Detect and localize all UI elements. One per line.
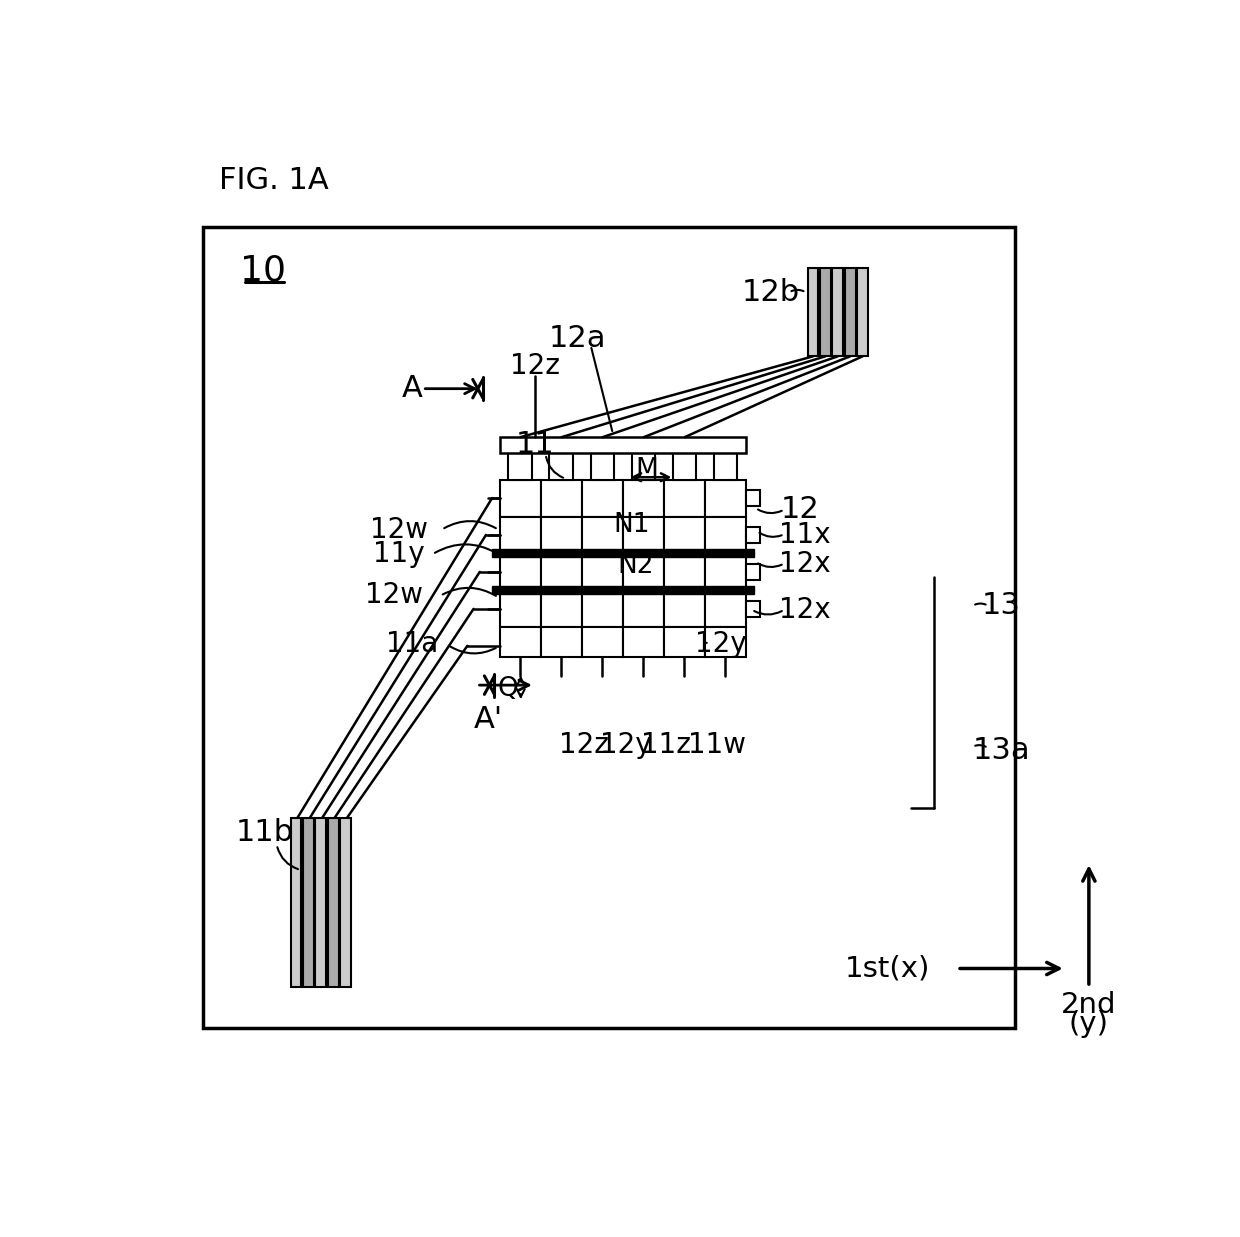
Text: 11x: 11x bbox=[779, 521, 831, 549]
Text: (y): (y) bbox=[1069, 1009, 1109, 1038]
Text: 12w: 12w bbox=[370, 516, 428, 543]
Bar bbox=[624, 590, 665, 627]
Text: 12b: 12b bbox=[742, 278, 800, 307]
Bar bbox=[590, 453, 614, 480]
Bar bbox=[746, 527, 760, 543]
Text: Q: Q bbox=[497, 675, 518, 701]
Bar bbox=[665, 480, 706, 517]
Bar bbox=[706, 590, 746, 627]
Bar bbox=[541, 553, 582, 590]
Bar bbox=[303, 818, 314, 987]
Bar bbox=[500, 590, 541, 627]
Text: 13a: 13a bbox=[972, 736, 1030, 764]
Bar bbox=[340, 818, 351, 987]
Text: 11: 11 bbox=[516, 430, 554, 459]
Bar bbox=[746, 564, 760, 580]
Text: 11z: 11z bbox=[641, 731, 692, 760]
Bar bbox=[624, 517, 665, 553]
Bar bbox=[500, 437, 746, 453]
Text: 11y: 11y bbox=[373, 541, 425, 568]
Text: A: A bbox=[402, 374, 423, 403]
Bar bbox=[706, 553, 746, 590]
Text: 10: 10 bbox=[241, 254, 286, 288]
Text: A': A' bbox=[474, 705, 502, 734]
Bar bbox=[706, 480, 746, 517]
Bar bbox=[582, 517, 624, 553]
Bar bbox=[857, 267, 868, 356]
Bar bbox=[665, 590, 706, 627]
Bar bbox=[807, 267, 818, 356]
Text: 2nd: 2nd bbox=[1061, 991, 1117, 1019]
Bar bbox=[582, 627, 624, 657]
Bar bbox=[582, 553, 624, 590]
Text: 11a: 11a bbox=[386, 631, 439, 658]
Text: 11w: 11w bbox=[688, 731, 746, 760]
Bar bbox=[500, 517, 541, 553]
Bar bbox=[746, 601, 760, 616]
Text: 12x: 12x bbox=[779, 550, 831, 578]
Text: 12a: 12a bbox=[548, 324, 606, 353]
Text: N2: N2 bbox=[618, 553, 653, 579]
Text: FIG. 1A: FIG. 1A bbox=[218, 166, 329, 195]
Bar bbox=[582, 590, 624, 627]
Bar bbox=[541, 590, 582, 627]
Text: 12x: 12x bbox=[779, 596, 831, 625]
Bar bbox=[541, 480, 582, 517]
Bar bbox=[706, 517, 746, 553]
Bar bbox=[631, 453, 655, 480]
Bar bbox=[203, 226, 1016, 1028]
Bar bbox=[665, 517, 706, 553]
Text: 13: 13 bbox=[982, 591, 1021, 620]
Bar bbox=[706, 627, 746, 657]
Text: 12: 12 bbox=[780, 495, 820, 524]
Bar bbox=[714, 453, 737, 480]
Bar bbox=[746, 490, 760, 506]
Text: 1st(x): 1st(x) bbox=[844, 955, 930, 982]
Bar bbox=[315, 818, 326, 987]
Bar bbox=[492, 586, 754, 594]
Bar bbox=[624, 480, 665, 517]
Text: N1: N1 bbox=[614, 512, 650, 538]
Text: M: M bbox=[636, 456, 658, 482]
Bar bbox=[500, 480, 541, 517]
Bar bbox=[832, 267, 843, 356]
Bar bbox=[508, 453, 532, 480]
Bar bbox=[492, 549, 754, 557]
Bar bbox=[672, 453, 696, 480]
Bar bbox=[500, 553, 541, 590]
Bar bbox=[582, 480, 624, 517]
Text: 12y: 12y bbox=[694, 631, 746, 658]
Text: 11b: 11b bbox=[236, 819, 294, 847]
Text: 12y: 12y bbox=[600, 731, 651, 760]
Bar bbox=[665, 627, 706, 657]
Bar bbox=[549, 453, 573, 480]
Bar bbox=[541, 627, 582, 657]
Bar bbox=[665, 553, 706, 590]
Bar bbox=[541, 517, 582, 553]
Bar bbox=[844, 267, 856, 356]
Bar bbox=[327, 818, 339, 987]
Text: 12z: 12z bbox=[510, 351, 559, 380]
Bar bbox=[290, 818, 301, 987]
Text: 12w: 12w bbox=[365, 581, 423, 609]
Bar bbox=[500, 627, 541, 657]
Bar bbox=[624, 627, 665, 657]
Bar bbox=[624, 553, 665, 590]
Bar bbox=[820, 267, 831, 356]
Text: 12z: 12z bbox=[558, 731, 609, 760]
